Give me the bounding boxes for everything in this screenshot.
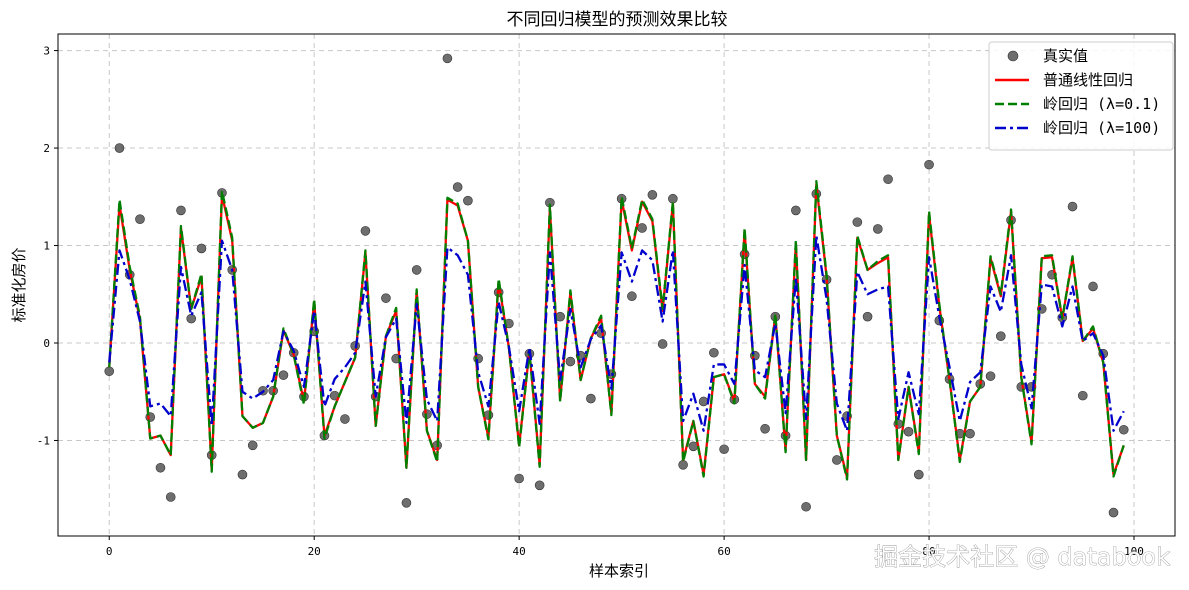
scatter-point-true-value <box>237 469 248 480</box>
scatter-point-true-value <box>914 469 924 480</box>
scatter-point-true-value <box>1077 390 1088 401</box>
scatter-point-true-value <box>965 428 975 439</box>
scatter-point-true-value <box>985 371 996 381</box>
scatter-point-true-value <box>801 501 811 512</box>
chart-title: 不同回归模型的预测效果比较 <box>507 10 728 30</box>
series-layer <box>104 53 1129 518</box>
scatter-point-true-value <box>104 366 115 377</box>
legend-entry-label: 岭回归 (λ=0.1) <box>1043 95 1160 113</box>
scatter-point-true-value <box>647 190 658 200</box>
legend-entry-label: 普通线性回归 <box>1043 71 1133 89</box>
scatter-point-true-value <box>873 224 883 234</box>
scatter-point-true-value <box>924 159 934 170</box>
scatter-point-true-value <box>903 426 914 437</box>
scatter-point-true-value <box>442 53 453 64</box>
scatter-point-true-value <box>893 419 904 429</box>
scatter-point-true-value <box>698 396 709 407</box>
scatter-point-true-value <box>627 291 637 302</box>
scatter-point-true-value <box>862 311 873 322</box>
scatter-point-true-value <box>452 182 463 192</box>
x-axis-label: 样本索引 <box>589 562 649 580</box>
scatter-point-true-value <box>586 393 596 404</box>
legend-entry-label: 真实值 <box>1043 47 1088 65</box>
series-line-3 <box>108 234 1125 432</box>
scatter-point-true-value <box>883 174 893 185</box>
y-tick-label: 3 <box>43 45 50 58</box>
scatter-point-true-value <box>381 293 391 303</box>
scatter-point-true-value <box>719 444 729 455</box>
scatter-point-true-value <box>247 440 258 451</box>
scatter-point-true-value <box>657 339 668 349</box>
scatter-point-true-value <box>176 205 186 216</box>
scatter-point-true-value <box>114 143 125 153</box>
scatter-point-true-value <box>165 492 176 502</box>
scatter-point-true-value <box>637 223 647 233</box>
scatter-point-true-value <box>678 460 688 470</box>
scatter-point-true-value <box>278 370 289 380</box>
scatter-point-true-value <box>401 498 412 508</box>
watermark: 掘金技术社区 @ databook <box>874 543 1170 571</box>
scatter-point-true-value <box>186 313 197 324</box>
y-tick-label: -1 <box>37 434 50 447</box>
scatter-point-true-value <box>668 193 678 204</box>
x-tick-label: 20 <box>308 545 321 558</box>
scatter-point-true-value <box>155 462 166 473</box>
scatter-point-true-value <box>832 455 842 465</box>
x-tick-label: 80 <box>922 545 935 558</box>
x-tick-label: 0 <box>106 545 113 558</box>
x-tick-label: 60 <box>717 545 730 558</box>
scatter-point-true-value <box>709 347 719 358</box>
y-tick-label: 2 <box>43 142 50 155</box>
scatter-point-true-value <box>514 473 524 484</box>
legend-entry-label: 岭回归 (λ=100) <box>1043 119 1160 137</box>
legend-marker <box>1007 50 1019 62</box>
scatter-point-true-value <box>995 331 1006 341</box>
scatter-point-true-value <box>739 249 750 260</box>
scatter-point-true-value <box>360 226 371 236</box>
scatter-point-true-value <box>565 356 576 367</box>
scatter-point-true-value <box>1108 507 1119 518</box>
x-tick-label: 40 <box>513 545 526 558</box>
scatter-point-true-value <box>196 243 207 254</box>
x-tick-label: 100 <box>1124 545 1144 558</box>
scatter-point-true-value <box>463 195 473 206</box>
scatter-point-true-value <box>1118 424 1129 435</box>
scatter-point-true-value <box>760 423 770 434</box>
legend-box <box>988 41 1174 151</box>
scatter-point-true-value <box>1067 201 1078 212</box>
y-tick-label: 0 <box>43 337 50 350</box>
y-tick-label: 1 <box>43 240 50 253</box>
scatter-point-true-value <box>852 217 863 227</box>
scatter-point-true-value <box>1088 281 1098 292</box>
scatter-point-true-value <box>340 414 350 424</box>
series-line-2 <box>108 180 1125 481</box>
y-axis-label: 标准化房价 <box>10 247 28 322</box>
scatter-point-true-value <box>791 205 801 216</box>
axes: 0 20 40 60 80 100 -1 0 1 2 3 <box>37 45 1144 558</box>
scatter-point-true-value <box>135 214 145 225</box>
scatter-point-true-value <box>534 480 545 491</box>
scatter-point-true-value <box>411 265 422 275</box>
plot-frame <box>57 33 1176 537</box>
